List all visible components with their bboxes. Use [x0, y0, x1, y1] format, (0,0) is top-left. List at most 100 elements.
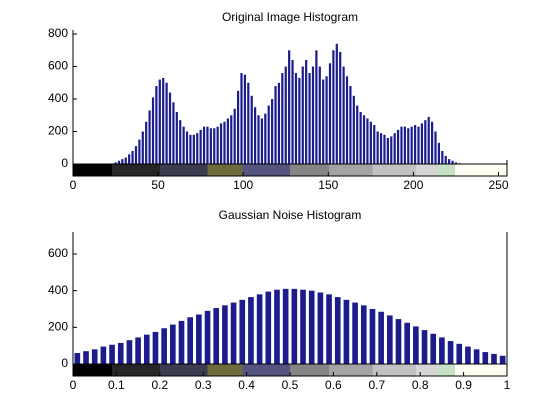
bar	[124, 157, 127, 164]
bar	[413, 125, 417, 164]
bar	[427, 116, 430, 164]
x-tick-label: 0.4	[238, 378, 255, 392]
bar	[204, 310, 211, 364]
bar	[254, 107, 257, 164]
bar	[213, 308, 220, 364]
bar	[264, 113, 267, 164]
bar	[291, 288, 298, 364]
bar	[322, 79, 325, 164]
bar	[100, 346, 107, 364]
bar	[294, 73, 298, 164]
x-tick-label: 0.1	[108, 378, 125, 392]
bar	[362, 115, 366, 164]
bar	[424, 120, 427, 164]
y-tick-label: 400	[48, 283, 68, 297]
x-tick-label: 0.5	[282, 378, 299, 392]
y-tick-label: 600	[48, 246, 68, 260]
bar	[274, 289, 280, 364]
x-tick-label: 0.2	[151, 378, 168, 392]
x-tick-label: 0.3	[195, 378, 212, 392]
chart-title: Original Image Histogram	[222, 10, 358, 24]
bar	[369, 121, 372, 164]
x-tick-label: 250	[488, 178, 508, 192]
y-tick-label: 200	[48, 124, 68, 138]
bar	[352, 302, 358, 364]
bar	[444, 155, 447, 164]
y-tick-label: 0	[61, 356, 68, 370]
bar	[169, 324, 176, 364]
bar	[308, 290, 315, 364]
bar	[383, 134, 386, 164]
bar	[315, 50, 318, 164]
bar	[318, 66, 321, 164]
bar	[386, 315, 393, 364]
bar	[288, 50, 291, 164]
bar	[420, 123, 424, 164]
bar	[265, 291, 272, 364]
bar	[360, 305, 367, 364]
bar	[376, 131, 379, 164]
bar	[325, 76, 328, 164]
bar	[240, 73, 243, 164]
bar	[437, 142, 441, 164]
x-tick-label: 0	[70, 178, 77, 192]
bar	[439, 337, 445, 364]
bar	[431, 121, 434, 164]
x-tick-label: 0	[70, 378, 77, 392]
bar	[182, 126, 185, 164]
bar	[151, 97, 155, 164]
bar	[447, 341, 454, 364]
bar	[131, 151, 134, 164]
bar	[114, 162, 117, 164]
bar	[410, 126, 413, 164]
bar	[155, 86, 158, 164]
bar	[109, 344, 115, 364]
bar	[206, 126, 209, 164]
bar	[145, 121, 148, 164]
bar	[134, 146, 138, 164]
bar	[148, 110, 151, 164]
bar	[369, 309, 376, 364]
bar	[282, 288, 289, 364]
bar	[202, 126, 206, 164]
bar	[404, 322, 411, 364]
bar	[366, 118, 369, 164]
bar	[308, 73, 311, 164]
bar	[226, 118, 229, 164]
bar	[473, 349, 480, 364]
bar	[175, 112, 178, 164]
bar	[326, 294, 332, 364]
bar	[165, 82, 168, 164]
bar	[223, 121, 226, 164]
bar	[281, 73, 284, 164]
bar	[451, 160, 454, 164]
bar	[74, 353, 81, 364]
bar	[356, 105, 359, 164]
bar	[379, 133, 383, 164]
bar	[386, 138, 389, 164]
bar	[196, 314, 202, 364]
bar	[209, 128, 212, 164]
bar	[233, 108, 236, 164]
bar	[277, 82, 281, 164]
bar	[373, 125, 376, 164]
bar	[448, 159, 451, 164]
bar	[141, 131, 144, 164]
y-tick-label: 200	[48, 320, 68, 334]
bar	[352, 95, 355, 164]
x-tick-label: 0.6	[325, 378, 342, 392]
bar	[345, 76, 349, 164]
bar	[152, 331, 159, 364]
bar	[441, 151, 444, 164]
x-tick-label: 0.9	[455, 378, 472, 392]
chart-title: Gaussian Noise Histogram	[219, 208, 362, 222]
x-tick-label: 150	[318, 178, 338, 192]
bar	[236, 90, 240, 164]
bar	[400, 126, 403, 164]
bar	[301, 66, 304, 164]
bar	[482, 352, 489, 364]
bar	[390, 136, 393, 164]
bar	[334, 297, 341, 364]
bar	[465, 346, 471, 364]
bar	[257, 115, 260, 164]
